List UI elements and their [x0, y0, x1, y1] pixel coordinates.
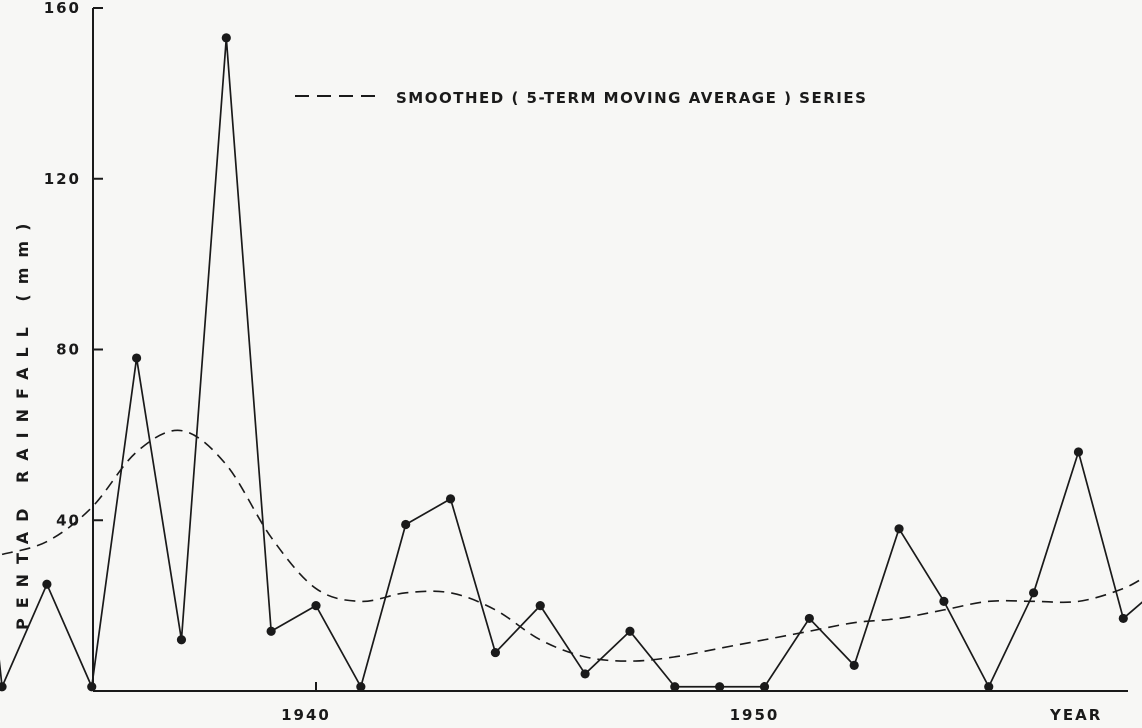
x-tick-label: 1950	[730, 706, 780, 724]
data-point	[42, 579, 52, 589]
legend-label: SMOOTHED ( 5-TERM MOVING AVERAGE ) SERIE…	[396, 89, 867, 107]
data-point	[849, 660, 859, 670]
legend: SMOOTHED ( 5-TERM MOVING AVERAGE ) SERIE…	[295, 89, 867, 107]
data-point	[445, 494, 456, 504]
y-tick-label: 80	[56, 341, 81, 359]
data-point	[401, 519, 411, 530]
data-point	[670, 682, 680, 692]
series	[0, 33, 1142, 692]
data-point	[356, 682, 366, 692]
data-point	[176, 635, 187, 645]
data-point	[87, 682, 97, 692]
y-axis-title: PENTAD RAINFALL (mm)	[13, 214, 32, 630]
y-ticks: 40 80 120 160	[44, 0, 103, 529]
data-point	[625, 626, 635, 636]
x-axis-title: YEAR	[1049, 706, 1102, 724]
y-tick-label: 40	[56, 511, 81, 529]
data-point	[759, 682, 770, 692]
smoothed-series-line	[1, 429, 1142, 662]
data-point	[311, 601, 321, 611]
data-point	[0, 682, 7, 692]
data-point	[221, 33, 231, 43]
data-point	[535, 601, 545, 611]
series-1	[1, 429, 1142, 662]
data-point	[939, 596, 949, 606]
pentad-series-line	[0, 37, 1142, 688]
x-tick-label: 1940	[281, 706, 331, 724]
series-0	[0, 33, 1142, 692]
data-point	[1073, 447, 1084, 457]
data-point	[490, 647, 500, 658]
data-point	[894, 524, 904, 534]
data-point	[1118, 613, 1128, 624]
x-ticks: 1940195019601970	[281, 682, 780, 724]
data-point	[132, 353, 142, 363]
y-tick-label: 160	[44, 0, 81, 17]
data-point	[715, 682, 725, 692]
axes	[92, 8, 1128, 692]
data-point	[984, 682, 994, 692]
y-tick-label: 120	[44, 170, 81, 188]
data-point	[804, 613, 814, 624]
data-point	[580, 669, 590, 679]
data-point	[1029, 588, 1039, 598]
data-point	[266, 626, 276, 636]
